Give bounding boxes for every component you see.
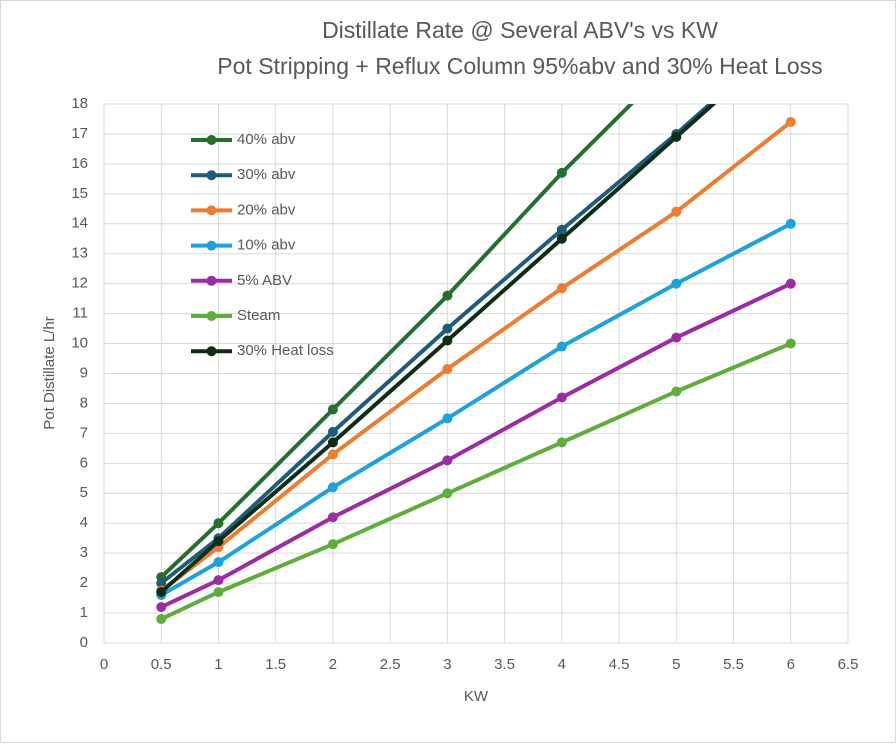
- data-point: [556, 341, 567, 352]
- data-point: [785, 218, 796, 229]
- data-point: [556, 167, 567, 178]
- data-point: [556, 437, 567, 448]
- y-tick-label: 4: [80, 514, 88, 531]
- x-tick-label: 3: [443, 656, 451, 673]
- data-point: [327, 482, 338, 493]
- legend-marker: [206, 170, 217, 181]
- x-tick-label: 4: [558, 656, 566, 673]
- data-point: [156, 602, 167, 613]
- data-point: [556, 392, 567, 403]
- x-tick-label: 0: [100, 656, 108, 673]
- legend-label: 5% ABV: [237, 272, 292, 289]
- legend-label: 20% abv: [237, 201, 296, 218]
- legend-marker: [206, 346, 217, 357]
- legend-label: 10% abv: [237, 237, 296, 254]
- data-point: [785, 278, 796, 289]
- x-tick-label: 5.5: [723, 656, 744, 673]
- data-point: [671, 131, 682, 142]
- data-point: [213, 536, 224, 547]
- x-tick-label: 2.5: [380, 656, 401, 673]
- y-tick-label: 1: [80, 604, 88, 621]
- data-point: [442, 364, 453, 375]
- y-tick-label: 8: [80, 394, 88, 411]
- data-point: [213, 587, 224, 598]
- data-point: [556, 224, 567, 235]
- plot-area: [156, 104, 796, 625]
- data-point: [556, 283, 567, 294]
- y-tick-label: 3: [80, 544, 88, 561]
- y-tick-label: 14: [71, 215, 88, 232]
- chart-title: Distillate Rate @ Several ABV's vs KW: [322, 17, 718, 43]
- legend-marker: [206, 275, 217, 286]
- data-point: [442, 335, 453, 346]
- legend-marker: [206, 135, 217, 145]
- y-tick-label: 0: [80, 634, 88, 651]
- data-point: [327, 512, 338, 523]
- y-tick-label: 17: [71, 125, 88, 142]
- data-point: [327, 539, 338, 550]
- data-point: [442, 488, 453, 499]
- data-point: [156, 587, 167, 598]
- data-point: [156, 614, 167, 625]
- y-axis-label: Pot Distillate L/hr: [41, 316, 58, 429]
- data-point: [213, 575, 224, 586]
- x-tick-label: 0.5: [151, 656, 172, 673]
- x-tick-label: 3.5: [494, 656, 515, 673]
- x-tick-label: 5: [672, 656, 680, 673]
- y-tick-label: 12: [71, 275, 88, 292]
- data-point: [442, 413, 453, 424]
- x-tick-label: 2: [329, 656, 337, 673]
- data-point: [327, 449, 338, 460]
- x-axis-label: KW: [464, 688, 489, 705]
- data-point: [442, 290, 453, 301]
- legend-label: 30% abv: [237, 166, 296, 183]
- y-tick-label: 18: [71, 95, 88, 112]
- legend-label: Steam: [237, 307, 280, 324]
- x-tick-label: 6.5: [838, 656, 859, 673]
- y-tick-label: 13: [71, 245, 88, 262]
- data-point: [442, 323, 453, 334]
- legend-marker: [206, 311, 217, 321]
- x-tick-label: 1.5: [265, 656, 286, 673]
- y-tick-label: 15: [71, 185, 88, 202]
- data-point: [671, 206, 682, 217]
- legend-label: 40% abv: [237, 131, 296, 148]
- x-tick-label: 6: [787, 656, 795, 673]
- data-point: [671, 332, 682, 343]
- data-point: [556, 233, 567, 244]
- data-point: [442, 455, 453, 466]
- legend-marker: [206, 240, 217, 251]
- data-point: [785, 116, 796, 127]
- legend-label: 30% Heat loss: [237, 342, 334, 359]
- y-tick-label: 6: [80, 454, 88, 471]
- x-tick-label: 4.5: [609, 656, 630, 673]
- data-point: [785, 338, 796, 349]
- data-point: [327, 437, 338, 448]
- y-tick-label: 11: [72, 305, 88, 322]
- data-point: [156, 578, 167, 589]
- x-tick-label: 1: [214, 656, 222, 673]
- legend-marker: [206, 205, 217, 216]
- data-point: [671, 386, 682, 397]
- y-tick-label: 2: [80, 574, 88, 591]
- data-point: [671, 278, 682, 289]
- y-tick-label: 9: [80, 364, 88, 381]
- y-tick-label: 10: [71, 335, 88, 352]
- data-point: [327, 404, 338, 415]
- y-tick-label: 16: [71, 155, 88, 172]
- y-tick-label: 5: [80, 484, 88, 501]
- data-point: [327, 426, 338, 437]
- data-point: [213, 557, 224, 568]
- data-point: [213, 518, 224, 529]
- y-tick-label: 7: [80, 424, 88, 441]
- chart-subtitle: Pot Stripping + Reflux Column 95%abv and…: [217, 53, 822, 79]
